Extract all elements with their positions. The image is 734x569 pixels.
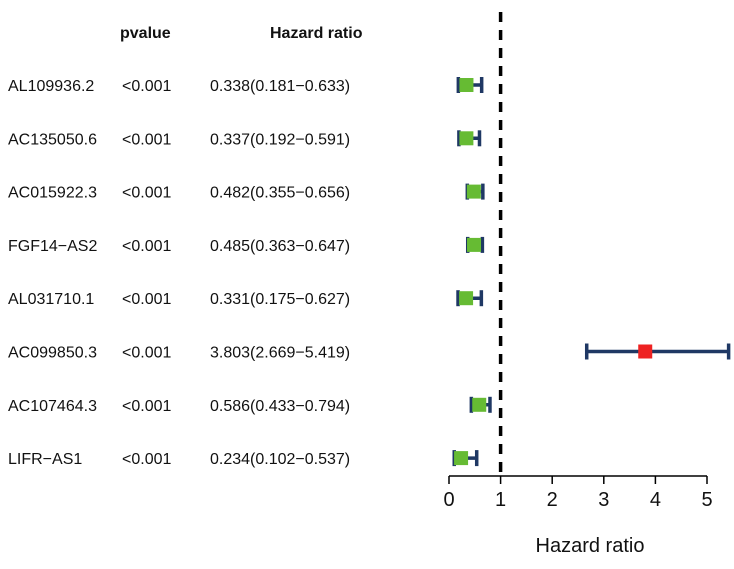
hazard-ratio-cell: 0.482(0.355−0.656) <box>210 185 350 202</box>
hazard-ratio-point <box>459 291 474 306</box>
gene-label: AC099850.3 <box>8 345 97 362</box>
hazard-ratio-point <box>638 344 653 359</box>
hazard-ratio-point <box>459 131 474 146</box>
x-tick-label: 5 <box>701 489 712 511</box>
hazard-ratio-point <box>472 397 487 412</box>
pvalue-cell: <0.001 <box>122 451 171 468</box>
hazard-ratio-point <box>467 237 482 252</box>
table-row: AL031710.1 <0.001 0.331(0.175−0.627) <box>8 291 350 308</box>
gene-label: AL031710.1 <box>8 291 94 308</box>
forest-row-mark <box>457 130 482 147</box>
forest-row-mark <box>456 77 484 93</box>
x-tick-label: 0 <box>443 489 454 511</box>
table-row: AC107464.3 <0.001 0.586(0.433−0.794) <box>8 398 350 415</box>
pvalue-cell: <0.001 <box>122 238 171 255</box>
pvalue-cell: <0.001 <box>122 345 171 362</box>
x-axis-ticks: 0 1 2 3 4 5 <box>443 476 713 511</box>
pvalue-cell: <0.001 <box>122 78 171 95</box>
hazard-ratio-header: Hazard ratio <box>270 25 363 42</box>
gene-label: FGF14−AS2 <box>8 238 97 255</box>
table-row: AC135050.6 <0.001 0.337(0.192−0.591) <box>8 131 350 148</box>
gene-label: LIFR−AS1 <box>8 451 82 468</box>
ci-marks <box>452 77 731 467</box>
table-row: AL109936.2 <0.001 0.338(0.181−0.633) <box>8 78 350 95</box>
forest-row-mark <box>584 343 731 360</box>
forest-row-mark <box>469 396 492 413</box>
pvalue-cell: <0.001 <box>122 185 171 202</box>
gene-label: AC135050.6 <box>8 131 97 148</box>
x-tick-label: 2 <box>547 489 558 511</box>
forest-row-mark <box>465 183 485 200</box>
forest-row-mark <box>452 450 479 467</box>
hazard-ratio-cell: 0.331(0.175−0.627) <box>210 291 350 308</box>
table-row: AC099850.3 <0.001 3.803(2.669−5.419) <box>8 345 350 362</box>
hazard-ratio-point <box>466 184 481 199</box>
gene-label: AL109936.2 <box>8 78 94 95</box>
x-tick-label: 3 <box>598 489 609 511</box>
table-row: LIFR−AS1 <0.001 0.234(0.102−0.537) <box>8 451 350 468</box>
gene-label: AC015922.3 <box>8 185 97 202</box>
x-axis-label: Hazard ratio <box>536 535 645 557</box>
x-tick-label: 4 <box>650 489 661 511</box>
hazard-ratio-cell: 0.338(0.181−0.633) <box>210 78 350 95</box>
table-row: AC015922.3 <0.001 0.482(0.355−0.656) <box>8 185 350 202</box>
hazard-ratio-cell: 3.803(2.669−5.419) <box>210 345 350 362</box>
table-rows: AL109936.2 <0.001 0.338(0.181−0.633) AC1350… <box>8 78 350 468</box>
gene-label: AC107464.3 <box>8 398 97 415</box>
forest-row-mark <box>456 290 484 307</box>
x-tick-label: 1 <box>495 489 506 511</box>
hazard-ratio-cell: 0.234(0.102−0.537) <box>210 451 350 468</box>
plot-area: 0 1 2 3 4 5 <box>443 12 731 511</box>
pvalue-cell: <0.001 <box>122 398 171 415</box>
pvalue-header: pvalue <box>120 25 171 42</box>
hazard-ratio-point <box>459 78 474 92</box>
hazard-ratio-cell: 0.337(0.192−0.591) <box>210 131 350 148</box>
pvalue-cell: <0.001 <box>122 291 171 308</box>
forest-row-mark <box>465 236 485 253</box>
table-row: FGF14−AS2 <0.001 0.485(0.363−0.647) <box>8 238 350 255</box>
pvalue-cell: <0.001 <box>122 131 171 148</box>
hazard-ratio-cell: 0.485(0.363−0.647) <box>210 238 350 255</box>
hazard-ratio-point <box>454 451 469 466</box>
hazard-ratio-cell: 0.586(0.433−0.794) <box>210 398 350 415</box>
